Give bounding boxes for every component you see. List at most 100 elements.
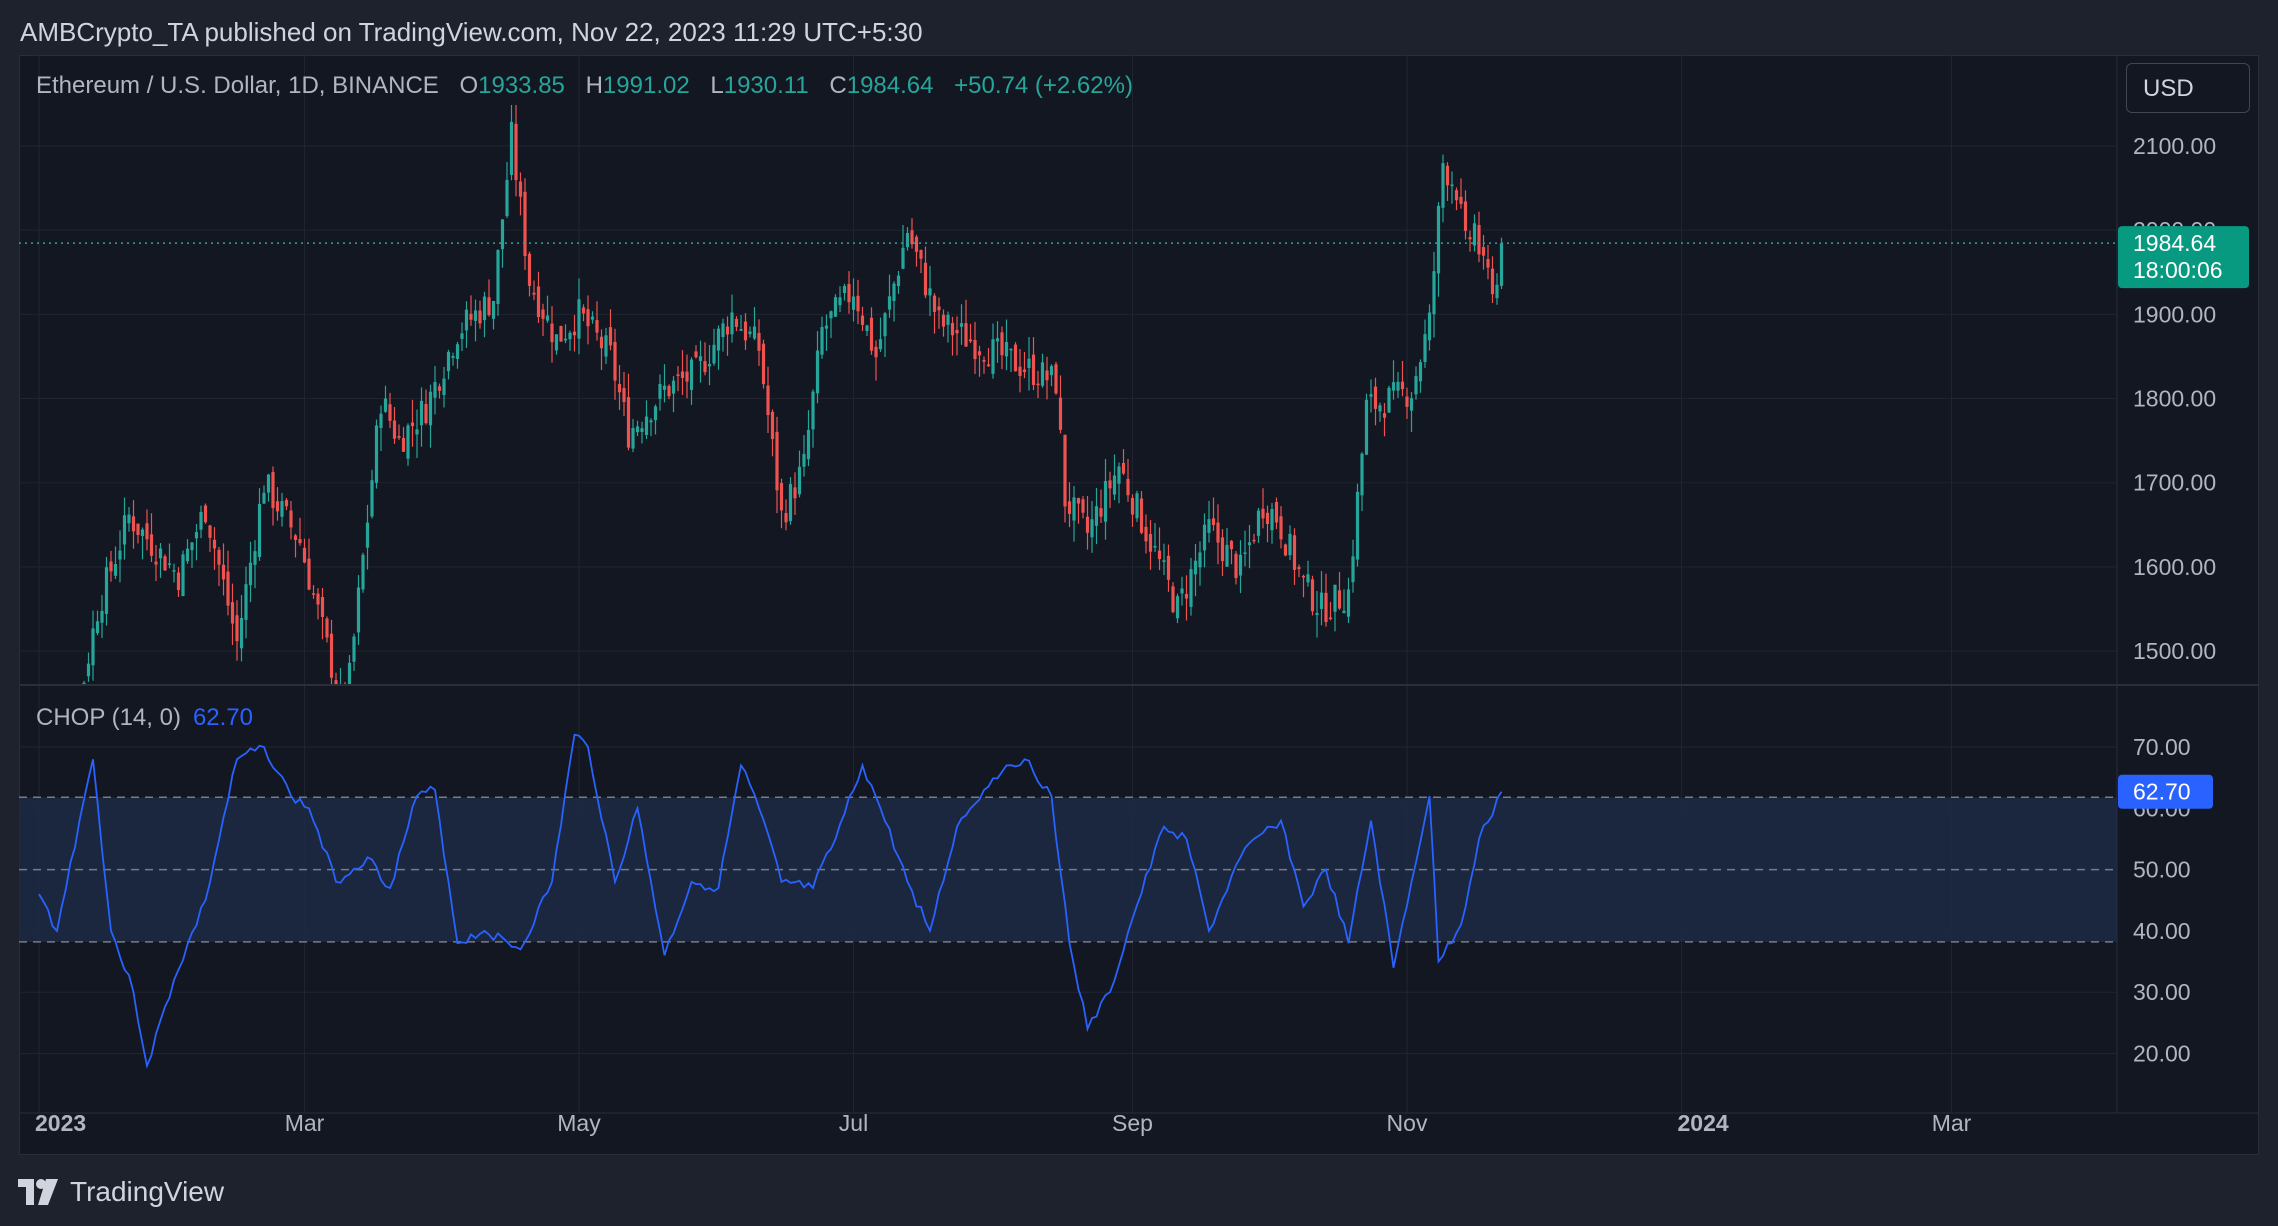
high-label: H xyxy=(585,72,603,99)
candle-body xyxy=(581,307,586,314)
candle-body xyxy=(950,322,955,336)
time-axis-label: Mar xyxy=(285,1110,325,1136)
candle-body xyxy=(266,474,271,493)
candle-body xyxy=(631,427,635,449)
candle-body xyxy=(1103,481,1108,522)
candle-body xyxy=(883,313,887,337)
indicator-name[interactable]: CHOP (14, 0) xyxy=(36,704,181,731)
candle-body xyxy=(914,236,919,252)
footer-brand[interactable]: TradingView xyxy=(70,1176,225,1207)
candle-body xyxy=(1459,196,1463,204)
candle-body xyxy=(1004,342,1009,357)
candle-body xyxy=(604,335,608,357)
candle-body xyxy=(1342,610,1346,614)
candle-body xyxy=(347,662,352,684)
candle-body xyxy=(1175,596,1180,619)
candle-body xyxy=(329,633,334,678)
candle-body xyxy=(1396,381,1400,391)
high-value: 1991.02 xyxy=(602,72,690,99)
candle-body xyxy=(149,534,154,556)
candle-body xyxy=(685,371,689,382)
time-axis-label: Mar xyxy=(1932,1110,1972,1136)
candle-body xyxy=(1112,475,1117,495)
candle-body xyxy=(154,561,158,565)
price-axis-label: 1600.00 xyxy=(2133,554,2216,580)
candle-body xyxy=(1472,223,1477,246)
candle-body xyxy=(838,297,842,306)
candle-body xyxy=(932,295,937,312)
candle-body xyxy=(977,351,982,356)
chop-axis-label: 70.00 xyxy=(2133,734,2191,760)
candle-body xyxy=(595,320,599,333)
candle-body xyxy=(127,514,131,524)
candle-body xyxy=(689,359,694,390)
price-axis-label: 1500.00 xyxy=(2133,638,2216,664)
candle-body xyxy=(172,570,176,572)
candle-body xyxy=(352,636,356,662)
candle-body xyxy=(1364,399,1369,455)
candle-body xyxy=(109,561,113,572)
candle-body xyxy=(419,400,424,426)
candle-body xyxy=(1130,497,1135,515)
candle-body xyxy=(302,547,307,563)
price-chart[interactable]: 1500.001600.001700.001800.001900.002000.… xyxy=(19,55,2259,1155)
candle-body xyxy=(1009,348,1013,351)
candle-body xyxy=(1139,498,1144,533)
chop-line xyxy=(38,733,1503,1069)
currency-button[interactable]: USD xyxy=(2126,63,2250,113)
candle-body xyxy=(658,383,662,399)
candle-body xyxy=(1315,613,1319,616)
candle-body xyxy=(1463,201,1468,231)
candle-body xyxy=(1058,397,1063,430)
candle-body xyxy=(1382,413,1387,418)
candle-body xyxy=(442,378,446,395)
candle-body xyxy=(662,385,667,390)
candle-body xyxy=(1256,510,1261,536)
candle-body xyxy=(1180,588,1184,594)
candle-body xyxy=(379,413,383,428)
indicator-legend: CHOP (14, 0) 62.70 xyxy=(36,700,253,736)
symbol-title[interactable]: Ethereum / U.S. Dollar, 1D, BINANCE xyxy=(36,72,439,99)
candle-body xyxy=(667,385,671,397)
candle-body xyxy=(1468,237,1472,240)
candle-body xyxy=(365,522,370,548)
candle-body xyxy=(361,554,365,590)
candle-body xyxy=(1418,362,1423,382)
candle-body xyxy=(262,492,266,504)
candle-body xyxy=(1067,501,1072,514)
candle-body xyxy=(257,504,262,557)
indicator-value: 62.70 xyxy=(192,704,253,731)
last-price-tag xyxy=(2118,226,2249,289)
candle-body xyxy=(874,346,878,358)
candle-body xyxy=(811,391,815,430)
candle-body xyxy=(433,382,437,398)
candle-body xyxy=(1162,560,1166,562)
candle-body xyxy=(770,411,775,440)
candle-body xyxy=(1238,554,1243,576)
close-value: 1984.64 xyxy=(846,72,934,99)
candle-body xyxy=(869,317,874,351)
candle-body xyxy=(550,323,554,343)
candle-body xyxy=(339,687,342,689)
candle-body xyxy=(239,618,244,649)
candle-body xyxy=(140,529,145,536)
candle-body xyxy=(617,384,622,393)
candle-body xyxy=(599,336,604,349)
candle-body xyxy=(1040,362,1045,386)
candle-body xyxy=(802,453,806,467)
candle-body xyxy=(86,663,91,677)
candle-body xyxy=(158,548,163,559)
candle-body xyxy=(293,535,298,540)
candle-body xyxy=(509,121,514,175)
candle-body xyxy=(455,344,460,359)
candle-body xyxy=(1054,364,1058,394)
candle-body xyxy=(428,391,433,426)
candle-body xyxy=(1405,396,1409,407)
chart-frame xyxy=(19,55,2259,1155)
candle-body xyxy=(815,350,820,394)
candle-body xyxy=(496,249,500,305)
candle-body xyxy=(451,356,455,358)
candle-body xyxy=(1427,312,1432,341)
candle-body xyxy=(847,283,851,303)
candle-body xyxy=(824,325,829,329)
